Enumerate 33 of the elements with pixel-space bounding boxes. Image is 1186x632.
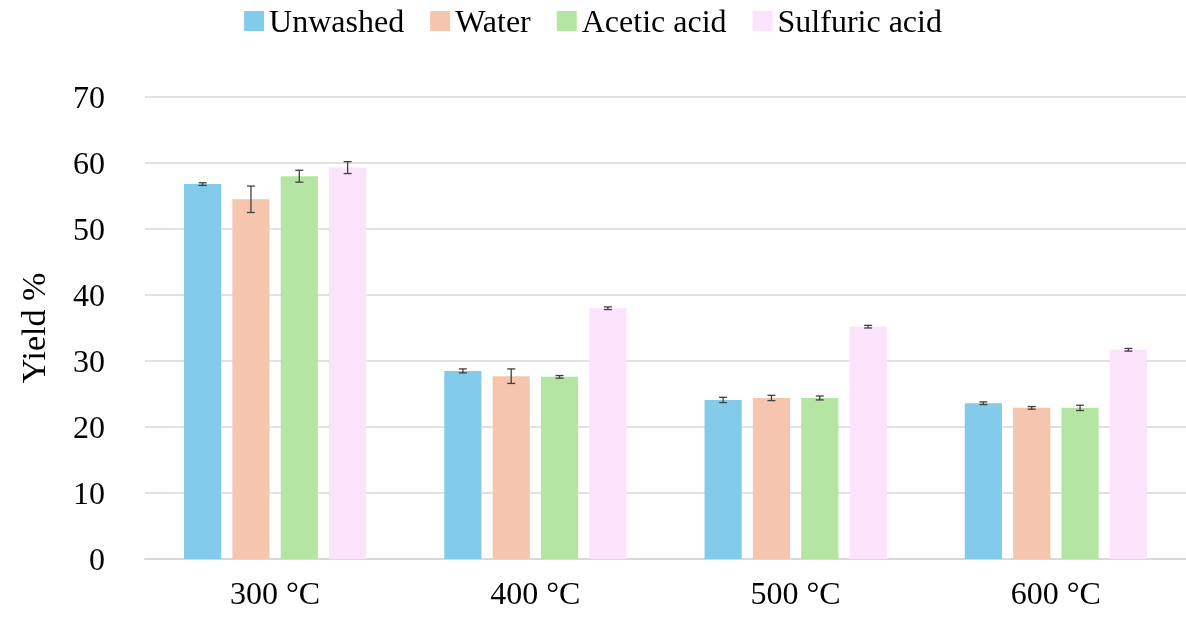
bar: [589, 308, 627, 559]
bar: [849, 326, 887, 559]
legend-label: Sulfuric acid: [777, 3, 942, 39]
bar: [964, 403, 1002, 559]
y-tick-label: 70: [73, 79, 105, 115]
x-tick-label: 600 °C: [1010, 575, 1101, 611]
bar: [752, 397, 791, 559]
legend-label: Acetic acid: [581, 3, 727, 39]
bar: [540, 376, 579, 559]
y-tick-label: 10: [73, 475, 105, 511]
bar: [329, 167, 367, 559]
bar: [184, 184, 222, 559]
bar: [1013, 407, 1051, 559]
legend-label: Water: [455, 3, 532, 39]
legend-label: Unwashed: [269, 3, 405, 39]
x-tick-label: 500 °C: [750, 575, 841, 611]
y-tick-label: 30: [73, 343, 105, 379]
bar: [801, 397, 839, 559]
bar: [1109, 349, 1147, 559]
bar: [492, 376, 530, 559]
bar: [1061, 407, 1099, 559]
x-tick-label: 400 °C: [490, 575, 581, 611]
x-tick-label: 300 °C: [230, 575, 321, 611]
bar: [280, 176, 318, 559]
bar: [232, 199, 270, 559]
y-axis-title: Yield %: [14, 272, 52, 384]
y-tick-label: 40: [73, 277, 105, 313]
y-tick-label: 60: [73, 145, 105, 181]
y-tick-label: 50: [73, 211, 105, 247]
bar: [444, 370, 482, 559]
bar: [704, 399, 742, 559]
y-tick-label: 0: [89, 541, 105, 577]
y-tick-label: 20: [73, 409, 105, 445]
